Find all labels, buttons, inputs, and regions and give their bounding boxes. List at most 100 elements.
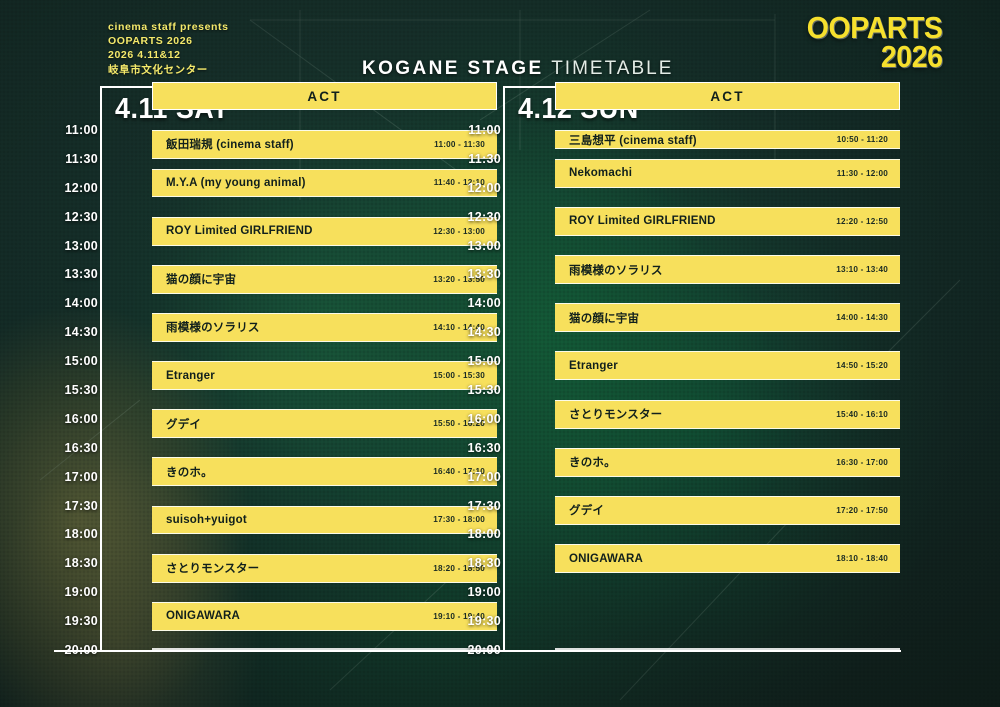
act-slot[interactable]: きのホ。 16:40 - 17:10 [152,457,497,487]
act-slot[interactable]: Nekomachi 11:30 - 12:00 [555,158,900,188]
credits-block: cinema staff presents OOPARTS 2026 2026 … [108,20,229,77]
act-slot[interactable]: ROY Limited GIRLFRIEND 12:20 - 12:50 [555,207,900,236]
day-column-sun: 4.12 SUN11:0011:3012:0012:3013:0013:3014… [457,82,901,657]
time-tick: 11:30 [468,151,501,166]
act-slot[interactable]: きのホ。 16:30 - 17:00 [555,447,900,477]
logo-line-2: 2026 [880,38,942,74]
act-slot[interactable]: ROY Limited GIRLFRIEND 12:30 - 13:00 [152,216,497,246]
time-tick: 11:00 [65,123,98,137]
act-name: さとりモンスター [166,563,260,576]
act-name: グデイ [166,418,202,431]
time-tick: 15:00 [64,354,98,369]
act-column-sun: ACT 三島想平 (cinema staff) 10:50 - 11:20 Nekom… [555,82,900,650]
credits-line-4: 岐阜市文化センター [108,63,208,76]
time-tick: 18:30 [64,556,98,571]
time-tick: 13:00 [467,238,501,253]
act-slot[interactable]: 雨模様のソラリス 13:10 - 13:40 [555,255,900,285]
act-time-range: 18:10 - 18:40 [836,554,888,563]
time-tick: 12:00 [467,180,501,195]
act-name: きのホ。 [569,457,616,470]
act-time-range: 14:00 - 14:30 [836,313,888,323]
time-tick: 17:00 [467,469,501,484]
time-tick: 16:30 [64,440,98,455]
act-name: ONIGAWARA [166,610,240,623]
time-tick: 19:30 [467,614,501,629]
act-slot[interactable]: ONIGAWARA 19:10 - 19:40 [152,601,497,631]
act-time-range: 11:40 - 12:10 [433,178,485,188]
act-name: Etranger [166,369,215,382]
time-tick: 17:00 [64,469,98,484]
day-column-sat: 4.11 SAT11:0011:3012:0012:3013:0013:3014… [54,82,498,657]
act-name: Nekomachi [569,167,633,180]
act-time-range: 15:40 - 16:10 [836,409,888,419]
act-slot[interactable]: 三島想平 (cinema staff) 10:50 - 11:20 [555,130,900,150]
time-tick: 14:30 [64,325,98,340]
time-tick: 14:00 [64,296,98,311]
act-slot[interactable]: 猫の顔に宇宙 13:20 - 13:50 [152,264,497,294]
act-column-sat: ACT 飯田瑞規 (cinema staff) 11:00 - 11:30 M.Y.A… [152,82,497,650]
time-tick: 14:30 [467,325,501,340]
time-tick: 15:00 [467,354,501,369]
time-tick: 15:30 [467,383,501,397]
act-time-range: 16:30 - 17:00 [836,457,888,467]
time-tick: 18:30 [467,556,501,571]
act-time-range: 15:50 - 16:20 [433,419,485,429]
act-slot[interactable]: 雨模様のソラリス 14:10 - 14:40 [152,312,497,342]
act-slot[interactable]: suisoh+yuigot 17:30 - 18:00 [152,505,497,535]
grid-rail-bottom [555,648,900,650]
act-name: M.Y.A (my young animal) [166,176,306,189]
act-time-range: 11:00 - 11:30 [434,139,485,149]
act-name: ONIGAWARA [569,552,643,565]
act-name: 雨模様のソラリス [166,322,260,335]
time-tick: 16:00 [64,411,98,426]
time-tick: 11:00 [468,123,501,137]
credits-line-2: OOPARTS 2026 [108,35,193,48]
grid-baseline [457,650,901,652]
act-slot[interactable]: 猫の顔に宇宙 14:00 - 14:30 [555,303,900,333]
page-title-timetable: TIMETABLE [551,58,674,79]
grid-rail-bottom [152,648,497,650]
act-time-range: 10:50 - 11:20 [836,135,888,145]
time-tick: 13:00 [64,238,98,253]
act-name: さとりモンスター [569,409,663,422]
act-slot[interactable]: Etranger 15:00 - 15:30 [152,361,497,390]
act-slot[interactable]: 飯田瑞規 (cinema staff) 11:00 - 11:30 [152,130,497,159]
oopart-logo: OOPARTS 2026 [795,12,942,74]
act-slot[interactable]: Etranger 14:50 - 15:20 [555,351,900,381]
time-tick: 16:30 [467,440,501,455]
act-slot[interactable]: グデイ 17:20 - 17:50 [555,495,900,525]
time-tick: 12:30 [467,209,501,224]
act-time-range: 19:10 - 19:40 [433,611,485,621]
act-slot[interactable]: M.Y.A (my young animal) 11:40 - 12:10 [152,168,497,198]
time-tick: 15:30 [64,383,98,397]
time-tick: 17:30 [64,498,98,513]
grid-baseline [54,650,498,652]
act-name: きのホ。 [166,466,213,479]
act-slot[interactable]: さとりモンスター 18:20 - 18:50 [152,553,497,583]
act-name: 猫の顔に宇宙 [166,274,237,287]
act-slot[interactable]: ONIGAWARA 18:10 - 18:40 [555,544,900,573]
time-tick: 12:30 [64,209,98,224]
act-name: ROY Limited GIRLFRIEND [166,225,313,238]
act-time-range: 13:10 - 13:40 [836,265,888,275]
act-slot[interactable]: グデイ 15:50 - 16:20 [152,409,497,439]
time-tick: 17:30 [467,498,501,513]
act-time-range: 17:20 - 17:50 [836,505,888,515]
act-slot[interactable]: さとりモンスター 15:40 - 16:10 [555,399,900,429]
credits-line-3: 2026 4.11&12 [108,49,181,62]
time-tick: 18:00 [467,527,501,542]
time-tick: 13:30 [64,267,98,282]
act-time-range: 11:30 - 12:00 [836,168,888,178]
time-axis-sun: 11:00 11:30 12:00 12:30 13:00 13:30 14:00 14:30… [457,123,503,657]
time-tick: 19:00 [467,585,501,600]
timetable-grid-sat: 11:00 11:30 12:00 12:30 13:00 13:30 14:00 14:30… [54,82,498,657]
time-tick: 16:00 [467,411,501,426]
act-time-range: 18:20 - 18:50 [433,563,485,573]
act-time-range: 12:20 - 12:50 [836,216,888,226]
time-tick: 19:30 [64,614,98,629]
act-time-range: 16:40 - 17:10 [433,467,485,477]
page-title: KOGANE STAGE TIMETABLE [362,58,673,80]
act-name: 三島想平 (cinema staff) [569,134,697,147]
act-time-range: 12:30 - 13:00 [433,226,485,236]
